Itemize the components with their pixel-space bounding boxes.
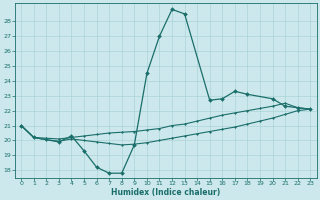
- X-axis label: Humidex (Indice chaleur): Humidex (Indice chaleur): [111, 188, 220, 197]
